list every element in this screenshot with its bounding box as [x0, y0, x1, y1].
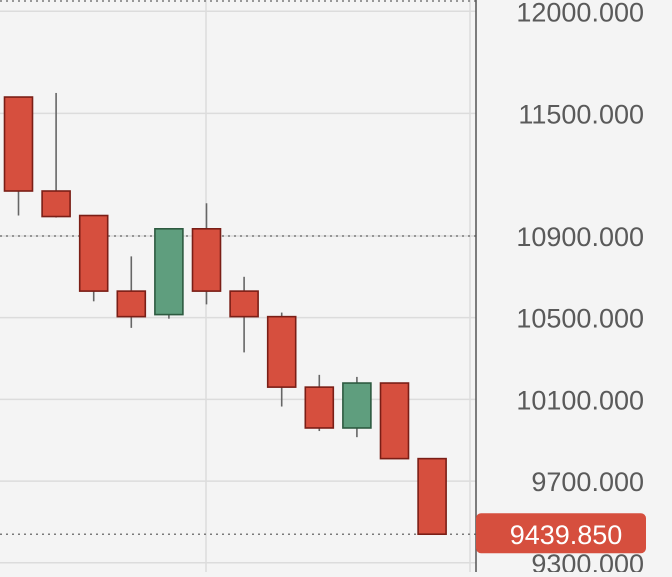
candle: [266, 312, 297, 407]
candle-body-down: [417, 457, 447, 536]
candle-body-down: [266, 315, 297, 388]
candle: [304, 374, 335, 432]
candle-body-up: [154, 228, 184, 316]
price-tick-labels: 12000.000 11500.000 10900.000 10500.000 1010…: [516, 0, 644, 577]
price-tick-label: 10100.000: [516, 385, 644, 415]
candles: [3, 92, 447, 536]
candle-body-down: [3, 96, 34, 192]
candle: [154, 228, 184, 319]
candle: [417, 457, 447, 536]
candle: [379, 382, 410, 460]
candle-body-down: [229, 290, 259, 318]
candle: [78, 214, 109, 302]
price-tick-label: 9700.000: [531, 467, 644, 497]
candle: [229, 276, 259, 353]
candle-body-down: [116, 290, 147, 318]
current-price-label: 9439.850: [510, 520, 623, 550]
candle: [342, 376, 372, 438]
price-tick-label: 10900.000: [516, 222, 644, 252]
price-tick-label: 11500.000: [518, 99, 644, 129]
candle-body-down: [304, 386, 335, 429]
grid-lines: [0, 0, 476, 572]
candle: [3, 96, 34, 216]
candle-body-up: [342, 382, 372, 429]
candle: [116, 256, 147, 328]
current-price-bg: [476, 513, 646, 554]
candle-body-down: [379, 382, 410, 460]
candle: [191, 203, 222, 305]
candle: [41, 92, 71, 218]
candle-body-down: [41, 190, 71, 218]
price-tick-label: 12000.000: [516, 0, 644, 27]
candle-body-down: [78, 214, 109, 292]
current-price-tag: 9439.850: [476, 513, 646, 554]
price-tick-label: 10500.000: [516, 304, 644, 334]
candle-body-down: [191, 228, 222, 292]
